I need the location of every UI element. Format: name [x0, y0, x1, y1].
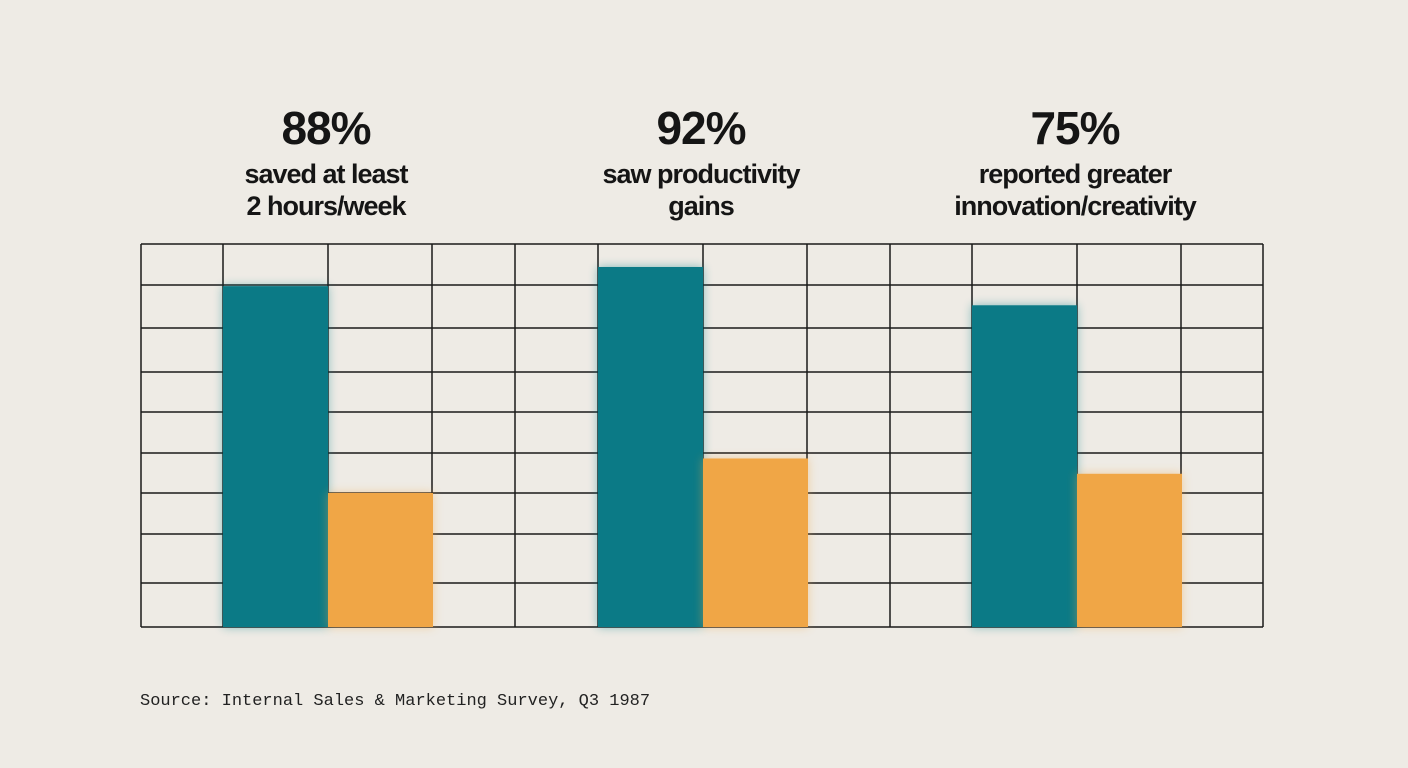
stat-3: 75% reported greater innovation/creativi… — [915, 102, 1235, 222]
stat-3-value: 75% — [1030, 102, 1120, 154]
stat-1-label-line2: 2 hours/week — [246, 191, 406, 221]
stat-2-label-line1: saw productivity — [602, 159, 800, 189]
stat-3-label-line2: innovation/creativity — [954, 191, 1197, 221]
bar-teal-2 — [598, 266, 703, 627]
bar-orange-3 — [1077, 473, 1182, 627]
source-note: Source: Internal Sales & Marketing Surve… — [140, 692, 651, 711]
stat-1-label-line1: saved at least — [244, 159, 408, 189]
stat-2: 92% saw productivity gains — [541, 102, 861, 222]
stat-1: 88% saved at least 2 hours/week — [166, 102, 486, 222]
bar-teal-3 — [972, 305, 1077, 627]
stat-1-value: 88% — [281, 102, 371, 154]
stat-3-label-line1: reported greater — [978, 159, 1173, 189]
bars — [223, 266, 1182, 627]
stat-2-label-line2: gains — [668, 191, 735, 221]
bar-teal-1 — [223, 286, 328, 627]
stat-2-value: 92% — [656, 102, 746, 154]
bar-orange-2 — [703, 458, 808, 627]
bar-orange-1 — [328, 492, 433, 627]
